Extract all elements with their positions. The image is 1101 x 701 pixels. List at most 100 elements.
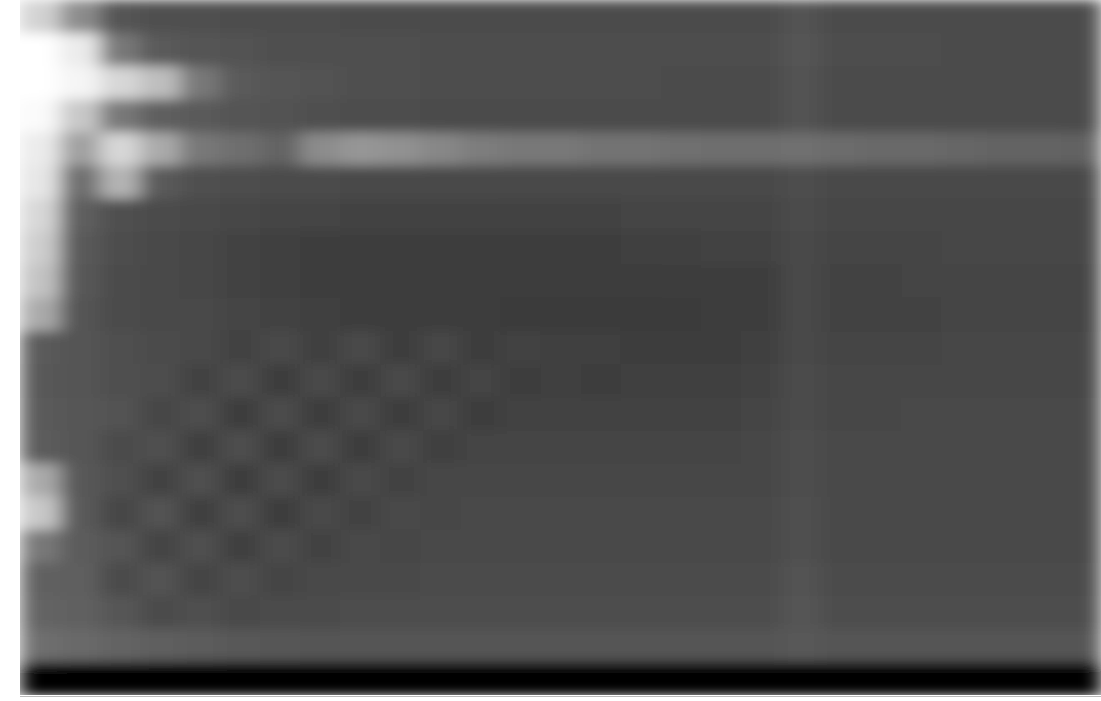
heatmap-cell [340, 397, 381, 431]
heatmap-cell [140, 199, 181, 233]
heatmap-cell [821, 165, 862, 199]
heatmap-cell [821, 596, 862, 630]
heatmap-cell [340, 99, 381, 133]
heatmap-cell [821, 662, 862, 695]
heatmap-cell [941, 397, 982, 431]
heatmap-cell [1061, 364, 1101, 398]
heatmap-cell [140, 232, 181, 266]
heatmap-cell [741, 629, 782, 663]
heatmap-cell [861, 629, 902, 663]
heatmap-cell [621, 463, 662, 497]
heatmap-cell [20, 596, 61, 630]
heatmap-cell [220, 66, 261, 100]
heatmap-cell [781, 629, 822, 663]
heatmap-cell [460, 165, 501, 199]
heatmap-cell [300, 33, 341, 67]
heatmap-cell [1021, 33, 1062, 67]
heatmap-cell [180, 397, 221, 431]
heatmap-cell [981, 430, 1022, 464]
heatmap-cell [781, 232, 822, 266]
heatmap-cell [460, 199, 501, 233]
heatmap-cell [821, 265, 862, 299]
heatmap-cell [901, 397, 942, 431]
heatmap-cell [781, 596, 822, 630]
heatmap-cell [60, 530, 101, 564]
plot-area [20, 0, 1101, 695]
heatmap-cell [140, 463, 181, 497]
heatmap-cell [861, 430, 902, 464]
heatmap-cell [781, 662, 822, 695]
heatmap-cell [1061, 331, 1101, 365]
heatmap-cell [180, 232, 221, 266]
heatmap-cell [581, 199, 622, 233]
heatmap-cell [1021, 0, 1062, 34]
heatmap-cell [60, 99, 101, 133]
heatmap-cell [581, 596, 622, 630]
heatmap-cell [540, 132, 581, 166]
heatmap-cell [260, 0, 301, 34]
heatmap-cell [300, 596, 341, 630]
heatmap-cell [380, 364, 421, 398]
heatmap-cell [821, 0, 862, 34]
heatmap-cell [180, 496, 221, 530]
heatmap-cell [500, 298, 541, 332]
heatmap-cell [901, 132, 942, 166]
heatmap-cell [500, 629, 541, 663]
heatmap-cell [621, 430, 662, 464]
heatmap-cell [941, 0, 982, 34]
cells [20, 0, 1101, 695]
heatmap-cell [901, 265, 942, 299]
heatmap-cell [661, 0, 702, 34]
heatmap-cell [540, 66, 581, 100]
heatmap-cell [901, 496, 942, 530]
heatmap-cell [220, 165, 261, 199]
heatmap-cell [901, 331, 942, 365]
heatmap-cell [701, 463, 742, 497]
heatmap-cell [621, 66, 662, 100]
heatmap-cell [741, 662, 782, 695]
heatmap-cell [60, 629, 101, 663]
heatmap-cell [260, 33, 301, 67]
heatmap-cell [540, 530, 581, 564]
heatmap-cell [340, 199, 381, 233]
heatmap-cell [300, 298, 341, 332]
heatmap-cell [340, 0, 381, 34]
heatmap-cell [220, 99, 261, 133]
heatmap-cell [300, 165, 341, 199]
heatmap-cell [981, 199, 1022, 233]
heatmap-cell [661, 596, 702, 630]
heatmap-cell [60, 331, 101, 365]
heatmap-cell [741, 496, 782, 530]
heatmap-cell [1021, 496, 1062, 530]
heatmap-cell [661, 232, 702, 266]
heatmap-cell [500, 563, 541, 597]
heatmap-cell [1021, 232, 1062, 266]
heatmap-cell [621, 132, 662, 166]
heatmap-cell [540, 662, 581, 695]
heatmap-cell [861, 364, 902, 398]
heatmap-cell [1061, 662, 1101, 695]
heatmap-cell [140, 66, 181, 100]
heatmap-cell [901, 596, 942, 630]
heatmap-cell [1061, 0, 1101, 34]
heatmap-cell [300, 530, 341, 564]
heatmap-cell [300, 232, 341, 266]
heatmap-cell [581, 33, 622, 67]
heatmap-cell [861, 232, 902, 266]
heatmap-cell [380, 165, 421, 199]
heatmap-cell [1021, 596, 1062, 630]
heatmap-cell [60, 496, 101, 530]
heatmap-cell [861, 298, 902, 332]
heatmap-cell [621, 496, 662, 530]
heatmap-cell [581, 530, 622, 564]
heatmap-cell [741, 265, 782, 299]
chart [0, 0, 1101, 701]
heatmap-cell [220, 33, 261, 67]
heatmap-cell [1061, 132, 1101, 166]
heatmap-cell [621, 99, 662, 133]
heatmap-cell [621, 596, 662, 630]
heatmap-cell [1021, 331, 1062, 365]
heatmap-cell [420, 33, 461, 67]
heatmap-cell [621, 265, 662, 299]
heatmap-cell [20, 265, 61, 299]
